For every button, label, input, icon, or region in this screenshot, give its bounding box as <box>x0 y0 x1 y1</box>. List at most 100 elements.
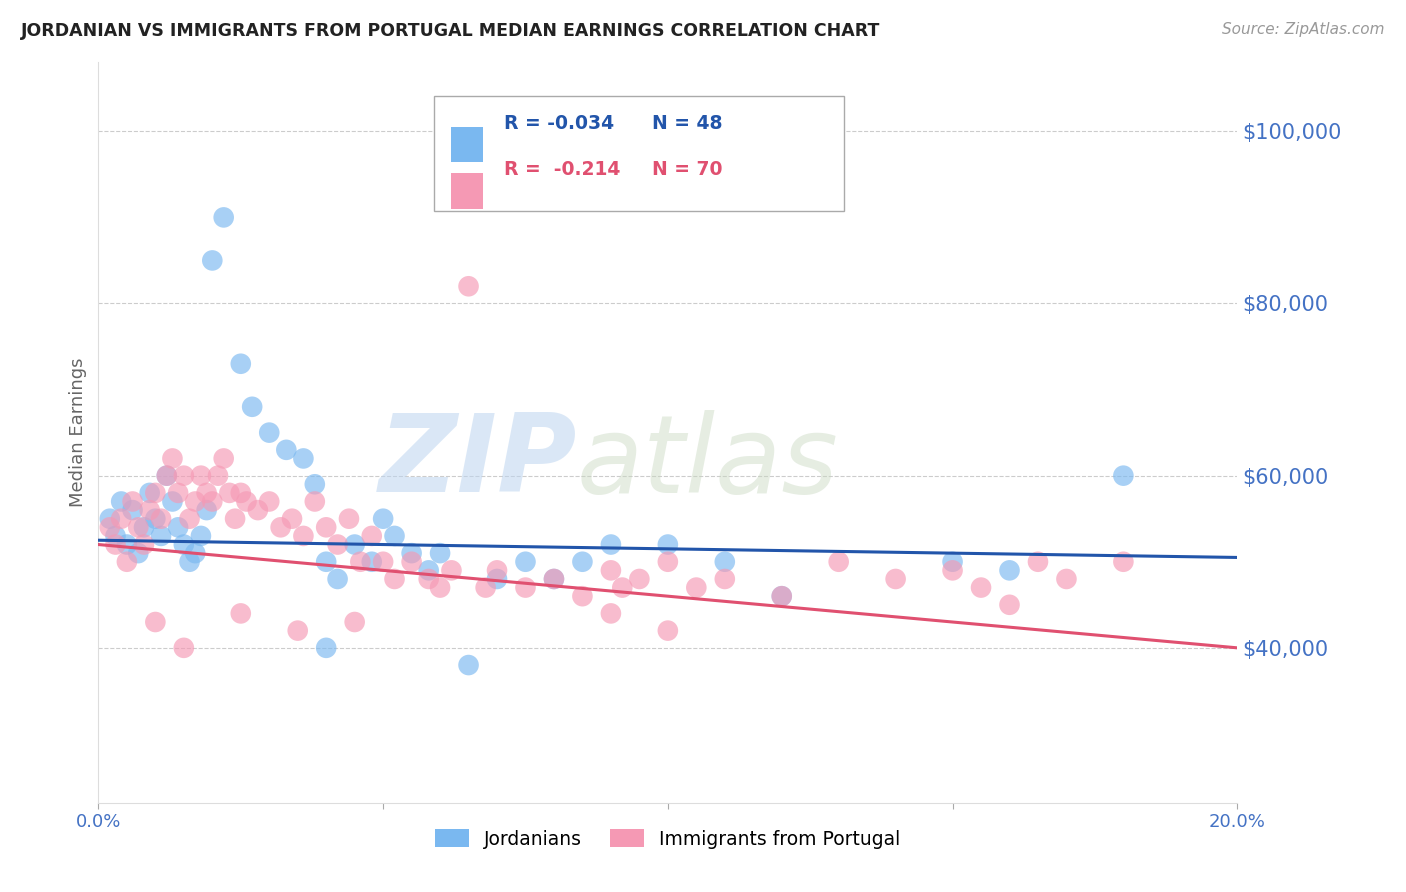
Jordanians <box>343 537 366 551</box>
FancyBboxPatch shape <box>451 127 484 162</box>
Immigrants from Portugal <box>373 555 395 569</box>
Jordanians <box>714 555 737 569</box>
Immigrants from Portugal <box>167 486 190 500</box>
Immigrants from Portugal <box>657 624 679 638</box>
Immigrants from Portugal <box>337 512 360 526</box>
Text: N = 70: N = 70 <box>652 161 723 179</box>
Immigrants from Portugal <box>281 512 304 526</box>
Jordanians <box>184 546 207 560</box>
Immigrants from Portugal <box>229 607 252 621</box>
Immigrants from Portugal <box>132 537 155 551</box>
Jordanians <box>429 546 451 560</box>
Text: atlas: atlas <box>576 409 838 515</box>
Jordanians <box>457 658 479 673</box>
FancyBboxPatch shape <box>451 173 484 209</box>
Jordanians <box>998 563 1021 577</box>
Text: ZIP: ZIP <box>378 409 576 516</box>
Immigrants from Portugal <box>145 615 167 629</box>
Jordanians <box>98 512 121 526</box>
Immigrants from Portugal <box>1056 572 1078 586</box>
Immigrants from Portugal <box>457 279 479 293</box>
Immigrants from Portugal <box>150 512 173 526</box>
Jordanians <box>770 589 793 603</box>
FancyBboxPatch shape <box>434 95 845 211</box>
Jordanians <box>942 555 965 569</box>
Jordanians <box>360 555 382 569</box>
Jordanians <box>110 494 132 508</box>
Jordanians <box>115 537 138 551</box>
Immigrants from Portugal <box>195 486 218 500</box>
Immigrants from Portugal <box>440 563 463 577</box>
Jordanians <box>212 211 235 225</box>
Immigrants from Portugal <box>349 555 371 569</box>
Jordanians <box>145 512 167 526</box>
Immigrants from Portugal <box>98 520 121 534</box>
Jordanians <box>1112 468 1135 483</box>
Jordanians <box>132 520 155 534</box>
Jordanians <box>167 520 190 534</box>
Jordanians <box>150 529 173 543</box>
Immigrants from Portugal <box>218 486 240 500</box>
Immigrants from Portugal <box>104 537 127 551</box>
Immigrants from Portugal <box>343 615 366 629</box>
Immigrants from Portugal <box>600 563 623 577</box>
Jordanians <box>173 537 195 551</box>
Immigrants from Portugal <box>156 468 179 483</box>
Immigrants from Portugal <box>184 494 207 508</box>
Immigrants from Portugal <box>418 572 440 586</box>
Jordanians <box>657 537 679 551</box>
Jordanians <box>190 529 212 543</box>
Immigrants from Portugal <box>401 555 423 569</box>
Jordanians <box>179 555 201 569</box>
Jordanians <box>571 555 593 569</box>
Immigrants from Portugal <box>429 581 451 595</box>
Immigrants from Portugal <box>1112 555 1135 569</box>
Immigrants from Portugal <box>173 640 195 655</box>
Jordanians <box>127 546 149 560</box>
Jordanians <box>240 400 263 414</box>
Jordanians <box>373 512 395 526</box>
Immigrants from Portugal <box>714 572 737 586</box>
Text: JORDANIAN VS IMMIGRANTS FROM PORTUGAL MEDIAN EARNINGS CORRELATION CHART: JORDANIAN VS IMMIGRANTS FROM PORTUGAL ME… <box>21 22 880 40</box>
Text: R = -0.034: R = -0.034 <box>503 114 614 134</box>
Immigrants from Portugal <box>515 581 537 595</box>
Immigrants from Portugal <box>173 468 195 483</box>
Immigrants from Portugal <box>612 581 634 595</box>
Jordanians <box>515 555 537 569</box>
Immigrants from Portugal <box>685 581 707 595</box>
Jordanians <box>259 425 281 440</box>
Immigrants from Portugal <box>998 598 1021 612</box>
Immigrants from Portugal <box>1026 555 1049 569</box>
Immigrants from Portugal <box>229 486 252 500</box>
Immigrants from Portugal <box>235 494 257 508</box>
Jordanians <box>201 253 224 268</box>
Immigrants from Portugal <box>326 537 349 551</box>
Immigrants from Portugal <box>287 624 309 638</box>
Jordanians <box>486 572 509 586</box>
Immigrants from Portugal <box>121 494 143 508</box>
Immigrants from Portugal <box>315 520 337 534</box>
Jordanians <box>292 451 315 466</box>
Jordanians <box>384 529 406 543</box>
Jordanians <box>229 357 252 371</box>
Immigrants from Portugal <box>486 563 509 577</box>
Jordanians <box>138 486 160 500</box>
Immigrants from Portugal <box>127 520 149 534</box>
Immigrants from Portugal <box>201 494 224 508</box>
Immigrants from Portugal <box>657 555 679 569</box>
Jordanians <box>304 477 326 491</box>
Immigrants from Portugal <box>207 468 229 483</box>
Immigrants from Portugal <box>145 486 167 500</box>
Jordanians <box>401 546 423 560</box>
Immigrants from Portugal <box>246 503 269 517</box>
Immigrants from Portugal <box>212 451 235 466</box>
Immigrants from Portugal <box>162 451 184 466</box>
Immigrants from Portugal <box>190 468 212 483</box>
Immigrants from Portugal <box>360 529 382 543</box>
Immigrants from Portugal <box>179 512 201 526</box>
Immigrants from Portugal <box>970 581 993 595</box>
Jordanians <box>418 563 440 577</box>
Immigrants from Portugal <box>270 520 292 534</box>
Immigrants from Portugal <box>600 607 623 621</box>
Immigrants from Portugal <box>770 589 793 603</box>
